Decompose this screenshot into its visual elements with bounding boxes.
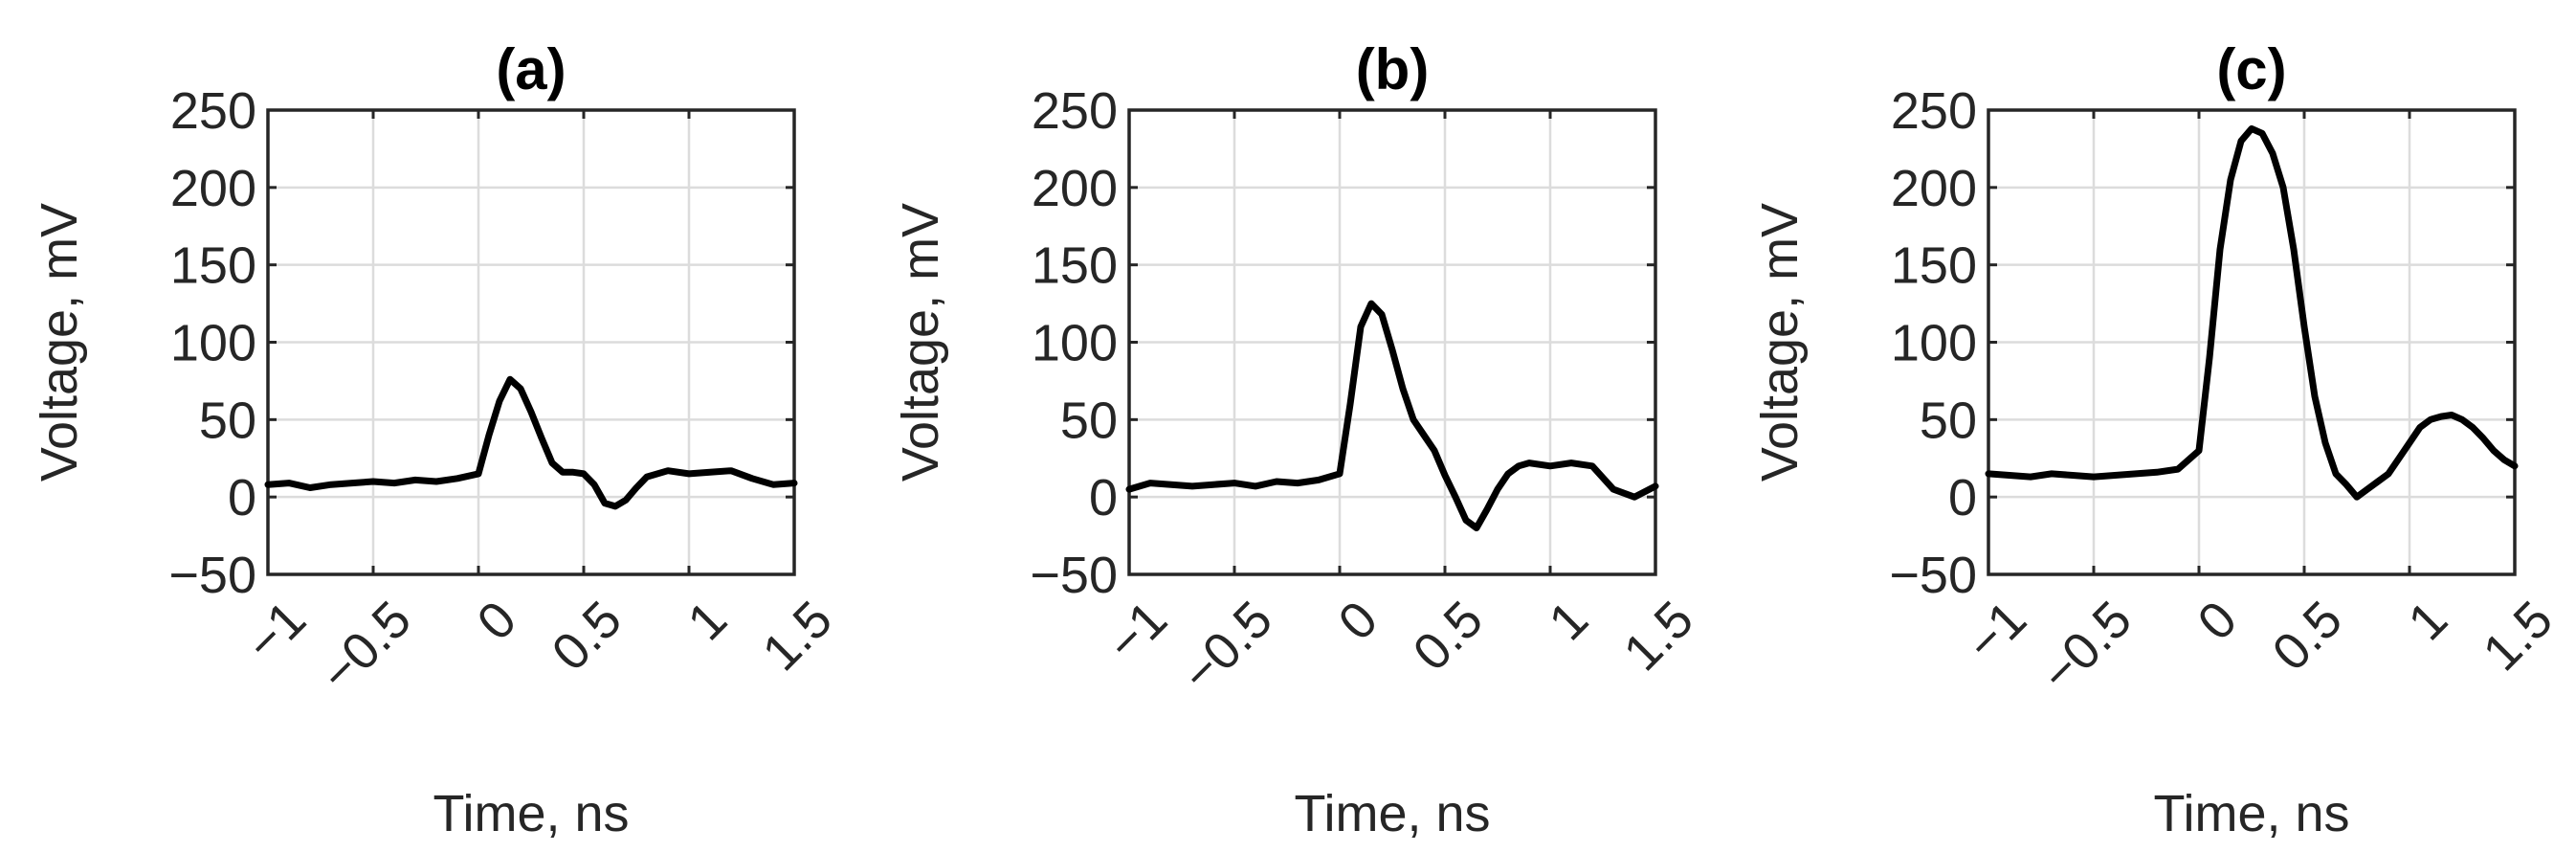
x-axis-label: Time, ns: [2153, 785, 2349, 842]
y-tick-label: 250: [170, 82, 256, 140]
y-axis-label: Voltage, mV: [31, 203, 88, 482]
x-tick-label: −0.5: [309, 591, 422, 704]
x-axis-label: Time, ns: [433, 785, 629, 842]
x-tick-label: 0: [2187, 591, 2248, 652]
voltage-trace: [1985, 124, 2519, 501]
y-tick-label: −50: [1889, 547, 1977, 604]
x-tick-label: 1: [2397, 591, 2458, 652]
x-tick-label: 0: [1327, 591, 1388, 652]
x-tick-label: 1: [677, 591, 738, 652]
y-tick-label: 50: [199, 392, 256, 449]
x-tick-label: 0.5: [2262, 591, 2354, 683]
y-tick-label: 250: [1032, 82, 1118, 140]
y-tick-label: 0: [1089, 469, 1118, 527]
chart-title: (a): [496, 37, 566, 101]
y-tick-label: 150: [1032, 237, 1118, 295]
y-axis-label: Voltage, mV: [892, 203, 949, 482]
voltage-trace: [1125, 300, 1659, 531]
voltage-trace: [264, 375, 798, 510]
y-tick-label: 200: [170, 160, 256, 217]
chart-title: (b): [1356, 37, 1430, 101]
y-tick-label: 200: [1032, 160, 1118, 217]
y-tick-label: 200: [1891, 160, 1977, 217]
chart-title: (c): [2216, 37, 2286, 101]
y-tick-label: 150: [1891, 237, 1977, 295]
x-tick-label: −0.5: [2030, 591, 2143, 704]
y-tick-label: 100: [1891, 315, 1977, 372]
x-tick-label: 0.5: [542, 591, 633, 683]
x-tick-label: 1: [1538, 591, 1599, 652]
x-tick-label: 0.5: [1403, 591, 1495, 683]
x-tick-label: 0: [466, 591, 527, 652]
y-tick-label: 250: [1891, 82, 1977, 140]
y-tick-label: −50: [168, 547, 256, 604]
y-tick-label: 50: [1920, 392, 1977, 449]
y-tick-label: 100: [170, 315, 256, 372]
y-tick-label: 0: [1948, 469, 1977, 527]
y-tick-label: −50: [1030, 547, 1118, 604]
x-tick-label: −0.5: [1170, 591, 1283, 704]
y-tick-label: 0: [228, 469, 256, 527]
x-axis-label: Time, ns: [1294, 785, 1490, 842]
y-tick-label: 150: [170, 237, 256, 295]
y-tick-label: 50: [1060, 392, 1118, 449]
x-tick-label: 1.5: [1613, 591, 1705, 683]
y-tick-label: 100: [1032, 315, 1118, 372]
x-tick-label: 1.5: [2473, 591, 2565, 683]
x-tick-label: 1.5: [752, 591, 844, 683]
y-axis-label: Voltage, mV: [1751, 203, 1809, 482]
